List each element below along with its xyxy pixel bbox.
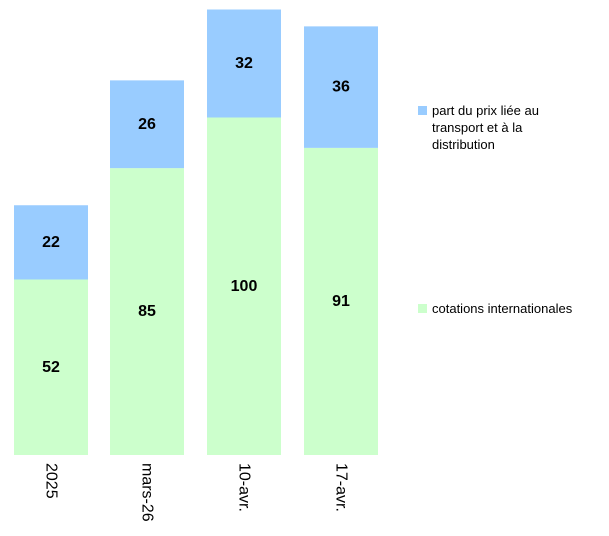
legend: part du prix liée au transport et à la d… xyxy=(418,0,608,536)
bar-segment-transport-1 xyxy=(110,80,184,169)
bar-segment-cotations-1 xyxy=(110,168,184,455)
value-label-transport-0: 22 xyxy=(42,234,60,251)
legend-label-cotations: cotations internationales xyxy=(432,301,573,316)
x-tick-label-1: mars-26 xyxy=(139,463,156,522)
legend-swatch-cotations xyxy=(418,304,427,313)
value-label-transport-2: 32 xyxy=(235,55,253,72)
legend-label-transport: part du prix liée au transport et à la d… xyxy=(432,103,539,152)
value-label-cotations-3: 91 xyxy=(332,293,350,310)
x-tick-labels-group: 2025 mars-26 10-avr. 17-avr. xyxy=(43,463,350,522)
legend-item-transport: part du prix liée au transport et à la d… xyxy=(418,102,582,153)
bar-segment-transport-3 xyxy=(304,26,378,148)
bar-segment-cotations-3 xyxy=(304,147,378,455)
legend-item-cotations: cotations internationales xyxy=(418,300,572,317)
value-label-cotations-2: 100 xyxy=(231,278,258,295)
x-tick-label-2: 10-avr. xyxy=(236,463,253,512)
x-tick-label-3: 17-avr. xyxy=(333,463,350,512)
bars-group xyxy=(14,9,378,455)
legend-swatch-transport xyxy=(418,106,427,115)
bar-segment-transport-2 xyxy=(207,9,281,118)
value-label-cotations-0: 52 xyxy=(42,359,60,376)
value-label-cotations-1: 85 xyxy=(138,303,156,320)
x-tick-label-0: 2025 xyxy=(43,463,60,499)
bar-segment-cotations-0 xyxy=(14,279,88,455)
bar-segment-transport-0 xyxy=(14,205,88,280)
value-labels-group: 52 22 85 26 100 32 91 36 xyxy=(42,55,350,376)
value-label-transport-1: 26 xyxy=(138,116,156,133)
bar-segment-cotations-2 xyxy=(207,117,281,455)
value-label-transport-3: 36 xyxy=(332,79,350,96)
